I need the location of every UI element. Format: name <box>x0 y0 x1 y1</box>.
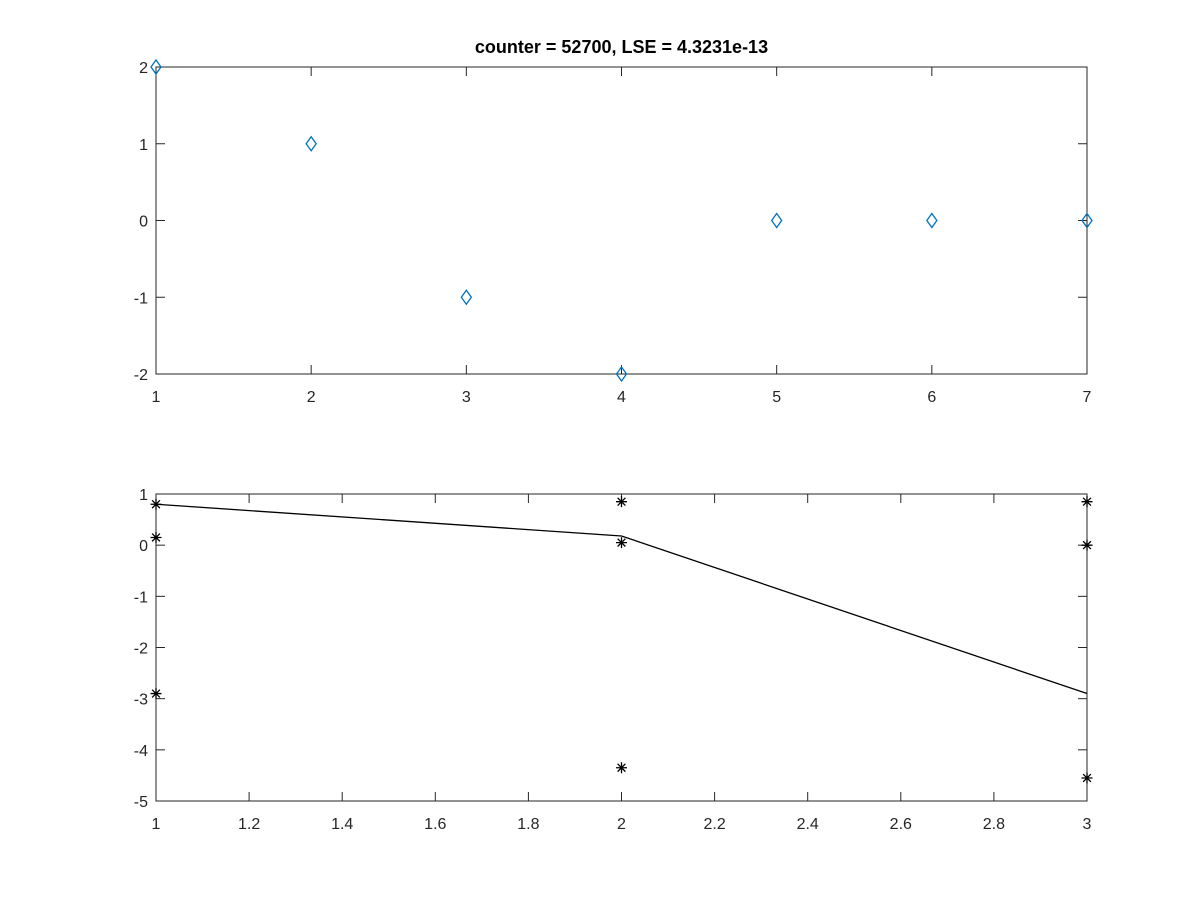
x-tick-label: 3 <box>462 389 471 406</box>
data-point-star <box>150 688 162 700</box>
subplot-1: counter = 52700, LSE = 4.3231e-13 1 2 3 4 5 6 7… <box>134 37 1093 406</box>
y-tick-label: 2 <box>139 60 148 77</box>
x-tick-label: 1.8 <box>517 816 539 833</box>
x-tick-label: 5 <box>772 389 781 406</box>
data-point-diamond <box>615 365 628 383</box>
x-tick-label: 3 <box>1083 816 1092 833</box>
y-tick-label: -2 <box>134 367 148 384</box>
data-point-diamond <box>770 212 783 229</box>
x-tick-label: 2 <box>617 816 626 833</box>
data-point-diamond <box>460 289 473 306</box>
y-tick-label: -3 <box>134 692 148 709</box>
data-point-star <box>1081 496 1093 508</box>
x-tick-label: 1.2 <box>238 816 260 833</box>
y-tick-label: -1 <box>134 290 148 307</box>
data-point-diamond <box>926 212 938 229</box>
x-tick-label: 1 <box>152 389 161 406</box>
data-point-star <box>1081 539 1093 551</box>
axes-box <box>155 66 1088 375</box>
y-tick-label: 0 <box>139 214 148 231</box>
y-tick-label: 0 <box>139 538 148 555</box>
data-point-star <box>616 496 627 508</box>
subplot-2: 1 1.2 1.4 1.6 1.8 2 2.2 2.4 2.6 2.8 3 -5 -4 -3 -2 -1 0 1 <box>134 487 1093 833</box>
y-tick-label: -4 <box>134 743 148 760</box>
x-tick-label: 2 <box>307 389 316 406</box>
data-point-star <box>616 537 627 549</box>
x-tick-label: 2.8 <box>983 816 1005 833</box>
y-tick-label: -1 <box>134 589 148 606</box>
data-point-star <box>150 531 162 543</box>
series-line <box>155 503 1088 695</box>
x-tick-label: 2.6 <box>890 816 912 833</box>
chart-title: counter = 52700, LSE = 4.3231e-13 <box>475 37 768 57</box>
data-point-diamond <box>305 135 317 152</box>
data-point-star <box>150 498 162 510</box>
data-point-diamond <box>1081 212 1093 229</box>
y-tick-label: 1 <box>139 137 148 154</box>
x-tick-label: 1.4 <box>331 816 353 833</box>
x-tick-label: 7 <box>1083 389 1092 406</box>
y-tick-label: 1 <box>139 487 148 504</box>
x-tick-label: 6 <box>927 389 936 406</box>
x-tick-label: 2.4 <box>797 816 819 833</box>
y-tick-label: -5 <box>134 794 148 811</box>
data-point-star <box>616 762 627 774</box>
x-tick-label: 1 <box>152 816 161 833</box>
data-point-star <box>1081 772 1093 784</box>
y-tick-label: -2 <box>134 641 148 658</box>
x-tick-label: 4 <box>617 389 626 406</box>
x-tick-label: 1.6 <box>424 816 446 833</box>
x-tick-label: 2.2 <box>703 816 725 833</box>
data-point-diamond <box>150 58 162 76</box>
